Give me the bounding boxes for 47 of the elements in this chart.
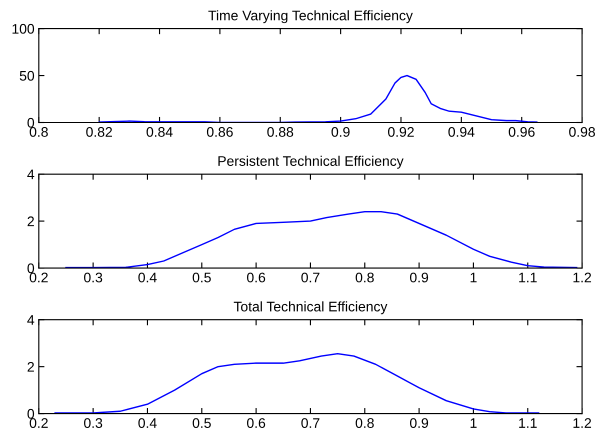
chart-title: Persistent Technical Efficiency	[218, 156, 404, 169]
x-tick-label: 0.8	[30, 127, 48, 137]
x-tick-label: 0.6	[247, 272, 266, 282]
x-tick-label: 0.88	[267, 127, 294, 137]
x-tick-label: 0.98	[569, 127, 595, 137]
x-tick-label: 0.92	[388, 127, 414, 137]
x-tick-label: 0.5	[192, 418, 211, 428]
y-tick-label: 0	[27, 118, 34, 128]
y-tick-label: 2	[28, 362, 34, 372]
x-tick-label: 1.2	[573, 418, 592, 428]
y-tick-label: 0	[27, 408, 34, 419]
x-tick-label: 0.7	[301, 418, 320, 428]
x-tick-label: 0.8	[356, 418, 374, 428]
x-tick-label: 0.9	[332, 127, 350, 137]
x-tick-label: 1	[470, 272, 477, 282]
x-tick-label: 0.8	[356, 272, 374, 282]
x-tick-label: 1	[470, 418, 477, 428]
x-tick-label: 0.4	[138, 418, 157, 428]
x-tick-label: 0.5	[192, 272, 211, 282]
y-tick-label: 100	[12, 24, 34, 34]
y-tick-label: 0	[27, 263, 34, 274]
x-tick-label: 0.3	[84, 272, 102, 282]
x-tick-label: 1.1	[519, 418, 537, 428]
x-tick-label: 0.82	[86, 127, 112, 137]
x-tick-label: 0.9	[410, 418, 428, 428]
x-tick-label: 0.6	[247, 418, 266, 428]
x-tick-label: 0.7	[301, 272, 320, 282]
x-tick-label: 0.84	[146, 127, 173, 137]
y-tick-label: 4	[27, 315, 34, 325]
x-tick-label: 1.1	[519, 272, 537, 282]
x-tick-label: 0.94	[448, 127, 474, 137]
chart-title: Total Technical Efficiency	[234, 301, 388, 314]
x-tick-label: 1.2	[573, 272, 592, 282]
x-tick-label: 0.9	[410, 272, 428, 282]
x-tick-label: 0.2	[30, 418, 48, 428]
chart-title: Time Varying Technical Efficiency	[208, 10, 413, 24]
line-series	[98, 74, 538, 123]
x-tick-label: 0.86	[206, 127, 233, 137]
y-tick-label: 50	[20, 70, 34, 81]
y-tick-label: 4	[27, 170, 34, 180]
line-series	[65, 211, 578, 268]
x-tick-label: 0.96	[508, 127, 535, 137]
x-tick-label: 0.2	[30, 272, 48, 282]
line-series	[54, 353, 540, 414]
y-tick-label: 2	[28, 216, 34, 226]
x-tick-label: 0.4	[138, 272, 157, 282]
x-tick-label: 0.3	[84, 418, 102, 428]
